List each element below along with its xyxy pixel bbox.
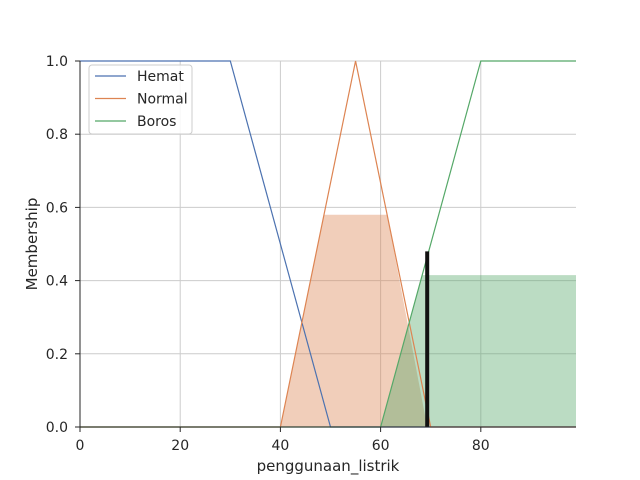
legend-label-boros: Boros <box>137 114 176 130</box>
legend-box <box>88 64 193 135</box>
y-tick-label-1.0: 1.0 <box>46 54 68 70</box>
x-tick-label-60: 60 <box>372 438 390 454</box>
legend-label-hemat: Hemat <box>137 69 184 85</box>
legend: Hemat Normal Boros <box>88 64 193 135</box>
y-tick-label-0.2: 0.2 <box>46 347 68 363</box>
x-tick-label-80: 80 <box>472 438 490 454</box>
y-tick-label-0.6: 0.6 <box>46 200 68 216</box>
axes <box>79 61 576 428</box>
fill-area-boros <box>380 275 576 427</box>
x-tick-label-0: 0 <box>76 438 85 454</box>
x-tick-label-40: 40 <box>271 438 289 454</box>
y-tick-label-0.4: 0.4 <box>46 274 68 290</box>
y-axis-label: Membership <box>23 198 41 291</box>
x-tick-label-20: 20 <box>171 438 189 454</box>
aggregated-fill-areas <box>280 214 576 427</box>
tick-labels: 0 20 40 60 80 0.0 0.2 0.4 0.6 0.8 1.0 <box>46 54 490 454</box>
y-tick-label-0.8: 0.8 <box>46 127 68 143</box>
legend-label-normal: Normal <box>137 92 188 108</box>
x-axis-label: penggunaan_listrik <box>257 457 400 476</box>
y-tick-label-0.0: 0.0 <box>46 420 68 436</box>
fill-area-normal <box>280 214 428 427</box>
